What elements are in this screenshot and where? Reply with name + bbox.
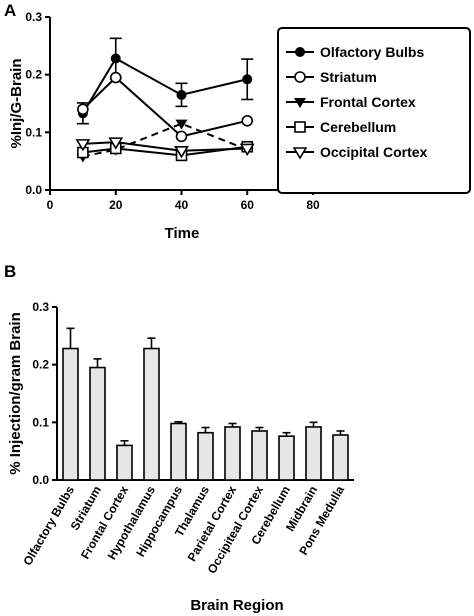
chart-a-y-axis-label: %Inj/G-Brain — [8, 58, 25, 148]
chart-b-bar — [278, 435, 295, 481]
chart-a-data-point — [108, 137, 124, 150]
chart-b-bar — [332, 434, 349, 481]
chart-a-y-tick-label: 0.0 — [25, 183, 42, 197]
chart-b: % Injection/gram Brain Brain Region 0.0 0… — [7, 300, 354, 614]
chart-b-y-tick-label: 0.3 — [32, 300, 49, 314]
chart-a-x-tick-label: 60 — [241, 198, 255, 212]
chart-a-x-axis-label: Time — [165, 225, 200, 242]
chart-a-series-line — [82, 122, 248, 158]
chart-a-data-point — [175, 130, 188, 143]
chart-a-data-point — [75, 139, 91, 152]
chart-a-series-line — [82, 141, 248, 152]
chart-b-y-tick-label: 0.0 — [32, 473, 49, 487]
chart-a-legend-marker — [294, 71, 306, 83]
chart-a-legend-label: Cerebellum — [320, 119, 396, 135]
chart-b-bar — [305, 426, 322, 481]
chart-a-legend-marker — [292, 147, 308, 160]
chart-b-bar — [143, 347, 160, 481]
chart-a-data-point — [241, 115, 254, 127]
chart-b-bar — [224, 426, 241, 481]
chart-a-legend-marker — [295, 47, 305, 57]
chart-a-data-point — [239, 143, 255, 157]
chart-a: %Inj/G-Brain Time 0.0 0.1 0.2 0.3 0 20 40 60 80 — [8, 10, 320, 242]
chart-a-series-line — [82, 76, 248, 138]
chart-a-legend-label: Frontal Cortex — [320, 94, 416, 110]
chart-b-bar — [116, 444, 133, 481]
chart-a-legend-label: Occipital Cortex — [320, 144, 428, 160]
chart-a-legend-marker — [294, 98, 306, 108]
chart-a-x-tick-label: 40 — [175, 198, 189, 212]
chart-a-series-line — [82, 57, 248, 114]
chart-a-data-point — [110, 53, 121, 64]
chart-a-legend-box — [277, 27, 471, 194]
chart-a-y-tick-label: 0.3 — [25, 10, 42, 24]
chart-a-x-tick-label: 0 — [47, 198, 54, 212]
chart-a-legend-label: Striatum — [320, 69, 377, 85]
chart-a-x-tick-label: 20 — [109, 198, 123, 212]
chart-a-y-tick-label: 0.1 — [25, 125, 42, 139]
chart-a-legend-marker — [294, 121, 306, 133]
panel-a-letter: A — [4, 1, 16, 20]
chart-a-data-point — [176, 89, 187, 100]
chart-a-data-point — [109, 71, 122, 84]
chart-a-data-point — [175, 119, 188, 130]
chart-a-y-tick-label: 0.2 — [25, 68, 42, 82]
chart-b-y-axis-label: % Injection/gram Brain — [7, 312, 24, 475]
chart-b-y-tick-label: 0.2 — [32, 358, 49, 372]
chart-a-data-point — [77, 103, 89, 116]
chart-b-x-axis-label: Brain Region — [190, 597, 283, 614]
chart-a-data-point — [242, 74, 253, 85]
chart-b-bar — [170, 422, 187, 481]
panel-b-letter: B — [4, 262, 16, 281]
chart-a-series-line — [82, 145, 248, 157]
chart-a-data-point — [174, 145, 189, 159]
chart-b-y-tick-label: 0.1 — [32, 415, 49, 429]
chart-b-bar — [62, 347, 79, 481]
chart-b-bar — [197, 431, 214, 481]
chart-b-bar — [251, 430, 268, 481]
chart-a-legend-label: Olfactory Bulbs — [320, 44, 424, 60]
chart-a-legend: Olfactory Bulbs Striatum Frontal Cortex Cer… — [277, 27, 471, 194]
chart-b-bar — [89, 366, 106, 481]
chart-a-x-tick-label: 80 — [306, 198, 320, 212]
